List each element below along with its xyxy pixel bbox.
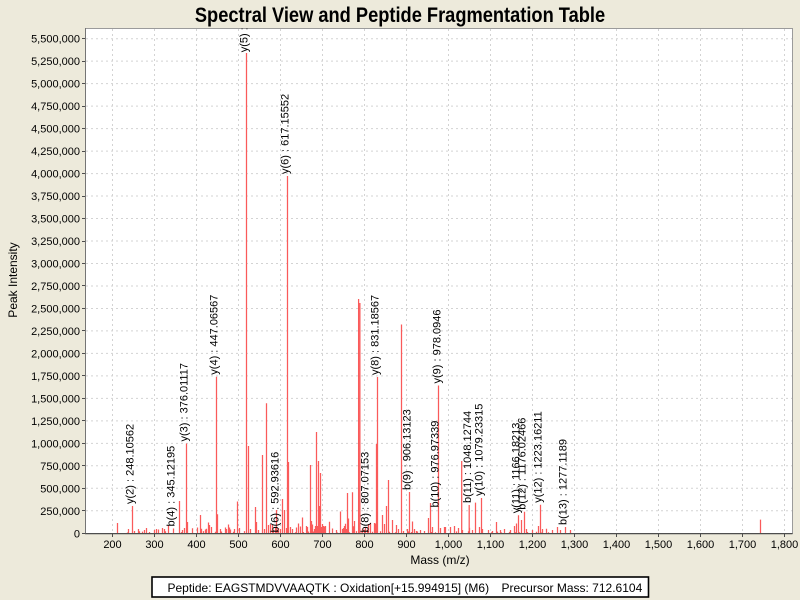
svg-text:y(8) : 831.18567: y(8) : 831.18567 bbox=[369, 295, 381, 375]
svg-text:1,750,000: 1,750,000 bbox=[31, 371, 80, 383]
svg-text:0: 0 bbox=[74, 528, 80, 540]
svg-text:1,250,000: 1,250,000 bbox=[31, 416, 80, 428]
svg-text:3,000,000: 3,000,000 bbox=[31, 258, 80, 270]
svg-text:800: 800 bbox=[355, 539, 373, 551]
svg-text:1,800: 1,800 bbox=[771, 539, 799, 551]
svg-text:3,250,000: 3,250,000 bbox=[31, 236, 80, 248]
svg-text:2,500,000: 2,500,000 bbox=[31, 303, 80, 315]
svg-text:b(4) : 345.12195: b(4) : 345.12195 bbox=[165, 446, 177, 527]
svg-text:2,000,000: 2,000,000 bbox=[31, 348, 80, 360]
svg-text:b(8) : 807.07153: b(8) : 807.07153 bbox=[359, 452, 371, 533]
svg-text:900: 900 bbox=[397, 539, 415, 551]
svg-text:500: 500 bbox=[229, 539, 247, 551]
svg-text:1,200: 1,200 bbox=[519, 539, 547, 551]
svg-text:b(10) : 976.97339: b(10) : 976.97339 bbox=[430, 421, 442, 508]
svg-text:b(6) : 592.93616: b(6) : 592.93616 bbox=[269, 452, 281, 533]
svg-text:5,500,000: 5,500,000 bbox=[31, 34, 80, 46]
svg-text:4,000,000: 4,000,000 bbox=[31, 169, 80, 181]
svg-text:5,000,000: 5,000,000 bbox=[31, 79, 80, 91]
svg-text:250,000: 250,000 bbox=[40, 506, 80, 518]
svg-text:4,250,000: 4,250,000 bbox=[31, 146, 80, 158]
svg-text:b(12) : 1176.02466: b(12) : 1176.02466 bbox=[516, 418, 528, 510]
svg-text:Mass (m/z): Mass (m/z) bbox=[410, 553, 469, 567]
svg-text:300: 300 bbox=[145, 539, 163, 551]
svg-text:1,700: 1,700 bbox=[729, 539, 757, 551]
svg-text:y(9) : 978.0946: y(9) : 978.0946 bbox=[431, 310, 443, 384]
svg-text:Peptide: EAGSTMDVVAAQTK : Oxid: Peptide: EAGSTMDVVAAQTK : Oxidation[+15.… bbox=[168, 581, 490, 595]
svg-text:3,750,000: 3,750,000 bbox=[31, 191, 80, 203]
svg-text:500,000: 500,000 bbox=[40, 483, 80, 495]
svg-text:y(2) : 248.10562: y(2) : 248.10562 bbox=[124, 424, 136, 504]
svg-text:200: 200 bbox=[103, 539, 121, 551]
svg-text:y(4) : 447.06567: y(4) : 447.06567 bbox=[208, 295, 220, 375]
svg-text:Peak Intensity: Peak Intensity bbox=[6, 242, 20, 317]
svg-text:y(5) : 518.29175: y(5) : 518.29175 bbox=[238, 0, 250, 52]
svg-text:400: 400 bbox=[187, 539, 205, 551]
svg-text:1,000,000: 1,000,000 bbox=[31, 438, 80, 450]
svg-text:b(13) : 1277.1189: b(13) : 1277.1189 bbox=[557, 439, 569, 525]
svg-text:2,250,000: 2,250,000 bbox=[31, 326, 80, 338]
svg-text:1,500,000: 1,500,000 bbox=[31, 393, 80, 405]
svg-text:b(9) : 906.13123: b(9) : 906.13123 bbox=[401, 409, 413, 490]
svg-text:Spectral View and Peptide Frag: Spectral View and Peptide Fragmentation … bbox=[195, 4, 605, 28]
svg-text:1,300: 1,300 bbox=[561, 539, 589, 551]
svg-text:4,500,000: 4,500,000 bbox=[31, 124, 80, 136]
svg-text:Precursor Mass: 712.6104: Precursor Mass: 712.6104 bbox=[502, 581, 643, 595]
svg-text:y(3) : 376.01117: y(3) : 376.01117 bbox=[178, 363, 190, 441]
svg-text:4,750,000: 4,750,000 bbox=[31, 101, 80, 113]
svg-text:y(12) : 1223.16211: y(12) : 1223.16211 bbox=[532, 411, 544, 503]
svg-text:1,600: 1,600 bbox=[687, 539, 715, 551]
svg-text:1,000: 1,000 bbox=[435, 539, 463, 551]
svg-text:3,500,000: 3,500,000 bbox=[31, 214, 80, 226]
svg-text:1,100: 1,100 bbox=[477, 539, 505, 551]
svg-text:y(6) : 617.15552: y(6) : 617.15552 bbox=[279, 94, 291, 174]
svg-text:750,000: 750,000 bbox=[40, 461, 80, 473]
svg-text:y(11) : 1166.18213: y(11) : 1166.18213 bbox=[510, 423, 522, 514]
svg-text:5,250,000: 5,250,000 bbox=[31, 56, 80, 68]
svg-text:600: 600 bbox=[271, 539, 289, 551]
svg-text:b(11) : 1048.12744: b(11) : 1048.12744 bbox=[462, 411, 474, 503]
svg-text:1,500: 1,500 bbox=[645, 539, 673, 551]
svg-text:y(10) : 1079.23315: y(10) : 1079.23315 bbox=[473, 404, 485, 496]
svg-text:2,750,000: 2,750,000 bbox=[31, 281, 80, 293]
svg-text:700: 700 bbox=[313, 539, 331, 551]
svg-text:1,400: 1,400 bbox=[603, 539, 631, 551]
